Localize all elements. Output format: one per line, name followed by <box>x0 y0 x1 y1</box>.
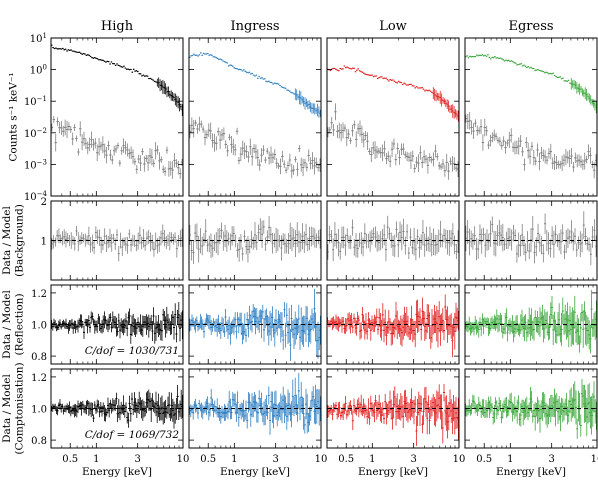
x-tick-label: 1 <box>231 454 237 465</box>
y-tick-label: 10−1 <box>24 95 47 108</box>
fit-statistic-label: C/dof = 1030/731 <box>85 345 179 357</box>
y-axis-label-row-3: Data / Model(Reflection) <box>1 289 26 358</box>
x-axis-label: Energy [keV] <box>220 466 290 478</box>
y-tick-label: 1 <box>41 237 47 248</box>
y-tick-label: 0.8 <box>31 436 47 447</box>
panel-high-row-1: 101 100 10−1 10−2 10−3 10−4 <box>24 32 184 203</box>
x-axis-label: Energy [keV] <box>82 466 152 478</box>
fit-statistic-label: C/dof = 1069/732 <box>85 429 180 441</box>
panel-ingress-row-1 <box>188 37 322 197</box>
panel-frame <box>188 37 322 197</box>
y-axis-label-row-1: Counts s⁻¹ keV⁻¹ <box>8 72 20 161</box>
x-tick-label: 3 <box>134 454 140 465</box>
panel-egress-row-4: 0.5 1 3 10 Energy [keV] <box>464 368 598 478</box>
row-2: Data / Model(Background) 12 <box>1 197 598 281</box>
x-tick-label: 1 <box>369 454 375 465</box>
panel-low-row-3 <box>326 284 460 365</box>
panel-frame <box>50 37 184 197</box>
y-axis-label-row-4: Data / Model(Comptonisation) <box>1 362 26 454</box>
x-axis-label: Energy [keV] <box>496 466 566 478</box>
panel-low-row-4: 0.5 1 3 10 Energy [keV] <box>326 368 466 478</box>
x-tick-label: 10 <box>177 454 190 465</box>
panel-ingress-row-4: 0.5 1 3 10 Energy [keV] <box>188 368 328 478</box>
panel-egress-row-2 <box>464 200 598 281</box>
y-tick-label: 10−2 <box>24 127 47 140</box>
x-tick-label: 0.5 <box>200 454 216 465</box>
panel-high-row-3: 0.8 1.0 1.2 C/dof = 1030/731 <box>31 284 184 365</box>
row-4: Data / Model(Comptonisation) 0.8 1.0 1.2 C/d… <box>1 362 598 478</box>
y-tick-label: 2 <box>41 197 47 208</box>
panel-ingress-row-2 <box>188 200 322 281</box>
panel-low-row-2 <box>326 200 460 281</box>
y-tick-label: 1.0 <box>31 405 47 416</box>
x-tick-label: 0.5 <box>62 454 78 465</box>
x-tick-label: 3 <box>272 454 278 465</box>
column-title-high: High <box>101 19 134 34</box>
column-title-low: Low <box>379 19 407 34</box>
x-tick-label: 10 <box>591 454 598 465</box>
x-tick-label: 0.5 <box>338 454 354 465</box>
panel-egress-row-3 <box>464 284 598 365</box>
y-tick-label: 0.8 <box>31 352 47 363</box>
panel-frame <box>464 37 598 197</box>
y-tick-label: 1.2 <box>31 289 47 300</box>
row-3: Data / Model(Reflection) 0.8 1.0 1.2 C/dof =… <box>1 284 598 365</box>
y-axis-label-row-2: Data / Model(Background) <box>1 204 26 277</box>
x-axis-label: Energy [keV] <box>358 466 428 478</box>
x-tick-label: 3 <box>410 454 416 465</box>
y-tick-label: 1.2 <box>31 373 47 384</box>
y-tick-label: 100 <box>30 64 47 77</box>
panel-ingress-row-3 <box>188 284 322 365</box>
y-tick-label: 101 <box>30 32 47 45</box>
x-tick-label: 10 <box>315 454 328 465</box>
panel-high-row-4: 0.8 1.0 1.2 C/dof = 1069/732 0.5 1 3 10 Energy [… <box>31 368 190 478</box>
column-title-ingress: Ingress <box>230 19 279 34</box>
y-tick-label: 10−3 <box>24 158 47 171</box>
panel-high-row-2: 12 <box>41 197 184 281</box>
column-title-egress: Egress <box>508 19 553 34</box>
panel-frame <box>326 37 460 197</box>
x-tick-label: 3 <box>548 454 554 465</box>
y-tick-label: 1.0 <box>31 321 47 332</box>
x-tick-label: 1 <box>93 454 99 465</box>
panel-low-row-1 <box>326 37 460 197</box>
x-tick-label: 10 <box>453 454 466 465</box>
y-tick-label: 10−4 <box>24 190 48 203</box>
row-1: Counts s⁻¹ keV⁻¹ 101 100 10−1 10−2 10−3 10−4 <box>8 32 598 203</box>
panel-egress-row-1 <box>464 37 598 197</box>
x-tick-label: 0.5 <box>476 454 492 465</box>
x-tick-label: 1 <box>507 454 513 465</box>
